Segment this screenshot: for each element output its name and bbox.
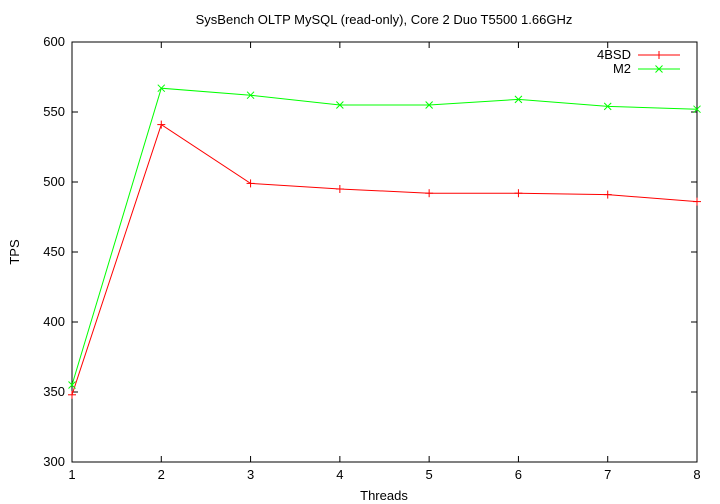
data-point-4bsd <box>425 189 434 198</box>
legend-marker-m2 <box>655 65 663 73</box>
chart-title: SysBench OLTP MySQL (read-only), Core 2 … <box>196 12 573 27</box>
data-point-m2 <box>246 91 255 100</box>
y-tick-label: 500 <box>43 174 65 189</box>
y-tick-label: 300 <box>43 454 65 469</box>
data-point-4bsd <box>603 190 612 199</box>
y-tick-label: 400 <box>43 314 65 329</box>
legend-label-m2: M2 <box>613 61 631 76</box>
x-tick-label: 1 <box>68 467 75 482</box>
data-point-m2 <box>603 102 612 111</box>
y-tick-label: 550 <box>43 104 65 119</box>
y-axis: 300 350 400 450 500 550 600 <box>43 34 697 469</box>
y-tick-label: 450 <box>43 244 65 259</box>
y-tick-label: 600 <box>43 34 65 49</box>
legend-marker-4bsd <box>655 51 663 59</box>
series-layer <box>68 84 701 399</box>
data-point-4bsd <box>157 120 166 129</box>
data-point-4bsd <box>246 179 255 188</box>
x-tick-label: 4 <box>336 467 343 482</box>
series-line-4bsd <box>71 123 698 395</box>
data-point-4bsd <box>68 390 76 399</box>
x-axis-title: Threads <box>360 488 408 503</box>
x-tick-label: 8 <box>693 467 700 482</box>
x-tick-label: 6 <box>515 467 522 482</box>
data-point-m2 <box>68 381 76 389</box>
x-tick-label: 3 <box>247 467 254 482</box>
series-line-m2 <box>71 87 698 386</box>
x-tick-label: 5 <box>426 467 433 482</box>
legend-label-4bsd: 4BSD <box>597 47 631 62</box>
x-tick-label: 7 <box>604 467 611 482</box>
data-point-4bsd <box>693 197 701 206</box>
y-axis-title: TPS <box>7 239 22 265</box>
y-tick-label: 350 <box>43 384 65 399</box>
data-point-4bsd <box>335 185 344 193</box>
x-tick-label: 2 <box>158 467 165 482</box>
data-point-m2 <box>336 101 344 109</box>
x-axis: 1 2 3 4 5 6 7 8 <box>68 42 701 482</box>
data-point-4bsd <box>514 189 523 198</box>
data-point-m2 <box>514 95 523 104</box>
data-point-m2 <box>425 101 433 109</box>
data-point-m2 <box>157 84 166 93</box>
data-point-m2 <box>693 105 701 114</box>
